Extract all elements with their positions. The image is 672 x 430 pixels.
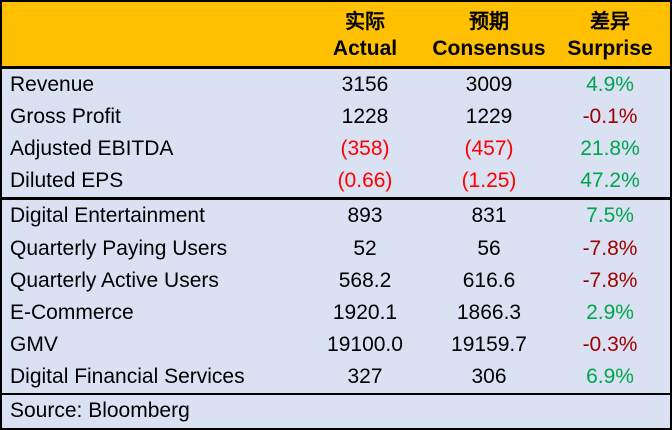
actual-value: 1920.1 [332, 300, 398, 324]
table-row: GMV 19100.0 19159.7 -0.3% [2, 329, 670, 361]
consensus-value: 1229 [465, 105, 513, 129]
surprise-value: 21.8% [580, 137, 640, 161]
surprise-value: -7.8% [582, 268, 638, 292]
header-divider [2, 66, 670, 69]
actual-value: 1228 [341, 105, 389, 129]
actual-value: 893 [347, 204, 383, 228]
header-row-english: Actual Consensus Surprise [2, 34, 670, 64]
row-label: Revenue [10, 73, 95, 97]
table-row: Adjusted EBITDA (358) (457) 21.8% [2, 133, 670, 165]
header-surprise-cn: 差异 [590, 10, 630, 33]
header-consensus-cn: 预期 [469, 10, 509, 33]
actual-value: 568.2 [338, 268, 392, 292]
footer-divider [2, 392, 670, 395]
table-row: Digital Financial Services 327 306 6.9% [2, 361, 670, 393]
actual-value: (358) [340, 137, 390, 161]
table-row: Quarterly Paying Users 52 56 -7.8% [2, 232, 670, 264]
surprise-value: -0.1% [582, 105, 638, 129]
surprise-value: 4.9% [586, 73, 634, 97]
header-actual-en: Actual [332, 37, 398, 60]
header-row-chinese: 实际 预期 差异 [2, 4, 670, 34]
table-row: Quarterly Active Users 568.2 616.6 -7.8% [2, 265, 670, 297]
consensus-value: 1866.3 [456, 300, 522, 324]
surprise-value: -0.3% [582, 332, 638, 356]
surprise-value: 7.5% [586, 204, 634, 228]
consensus-value: 19159.7 [451, 332, 527, 356]
table-row: Gross Profit 1228 1229 -0.1% [2, 101, 670, 133]
row-label: E-Commerce [10, 300, 134, 324]
surprise-value: 6.9% [586, 364, 634, 388]
header-consensus-en: Consensus [432, 37, 546, 60]
row-label: Adjusted EBITDA [10, 137, 174, 161]
consensus-value: (457) [464, 137, 514, 161]
consensus-value: 3009 [465, 73, 513, 97]
actual-value: 3156 [341, 73, 389, 97]
surprise-value: 47.2% [580, 169, 640, 193]
surprise-value: -7.8% [582, 236, 638, 260]
consensus-value: (1.25) [461, 169, 517, 193]
consensus-value: 831 [471, 204, 507, 228]
row-label: Quarterly Active Users [10, 268, 219, 292]
row-label: Quarterly Paying Users [10, 236, 228, 260]
row-label: Diluted EPS [10, 169, 124, 193]
table-row: E-Commerce 1920.1 1866.3 2.9% [2, 297, 670, 329]
actual-value: 52 [353, 236, 377, 260]
section-divider [2, 197, 670, 201]
row-label: Digital Entertainment [10, 204, 205, 228]
table-header: 实际 预期 差异 Actual Consensus Surprise [2, 2, 670, 66]
actual-value: 327 [347, 364, 383, 388]
consensus-value: 56 [477, 236, 501, 260]
header-actual-cn: 实际 [345, 10, 385, 33]
header-surprise-en: Surprise [567, 37, 653, 60]
row-label: Gross Profit [10, 105, 121, 129]
consensus-value: 306 [471, 364, 507, 388]
surprise-value: 2.9% [586, 300, 634, 324]
row-label: Digital Financial Services [10, 364, 245, 388]
actual-value: 19100.0 [327, 332, 403, 356]
consensus-value: 616.6 [462, 268, 516, 292]
source-note: Source: Bloomberg [10, 399, 190, 423]
table-row: Digital Entertainment 893 831 7.5% [2, 200, 670, 232]
table-row: Revenue 3156 3009 4.9% [2, 69, 670, 101]
actual-value: (0.66) [337, 169, 393, 193]
row-label: GMV [10, 332, 58, 356]
table-row: Diluted EPS (0.66) (1.25) 47.2% [2, 165, 670, 197]
